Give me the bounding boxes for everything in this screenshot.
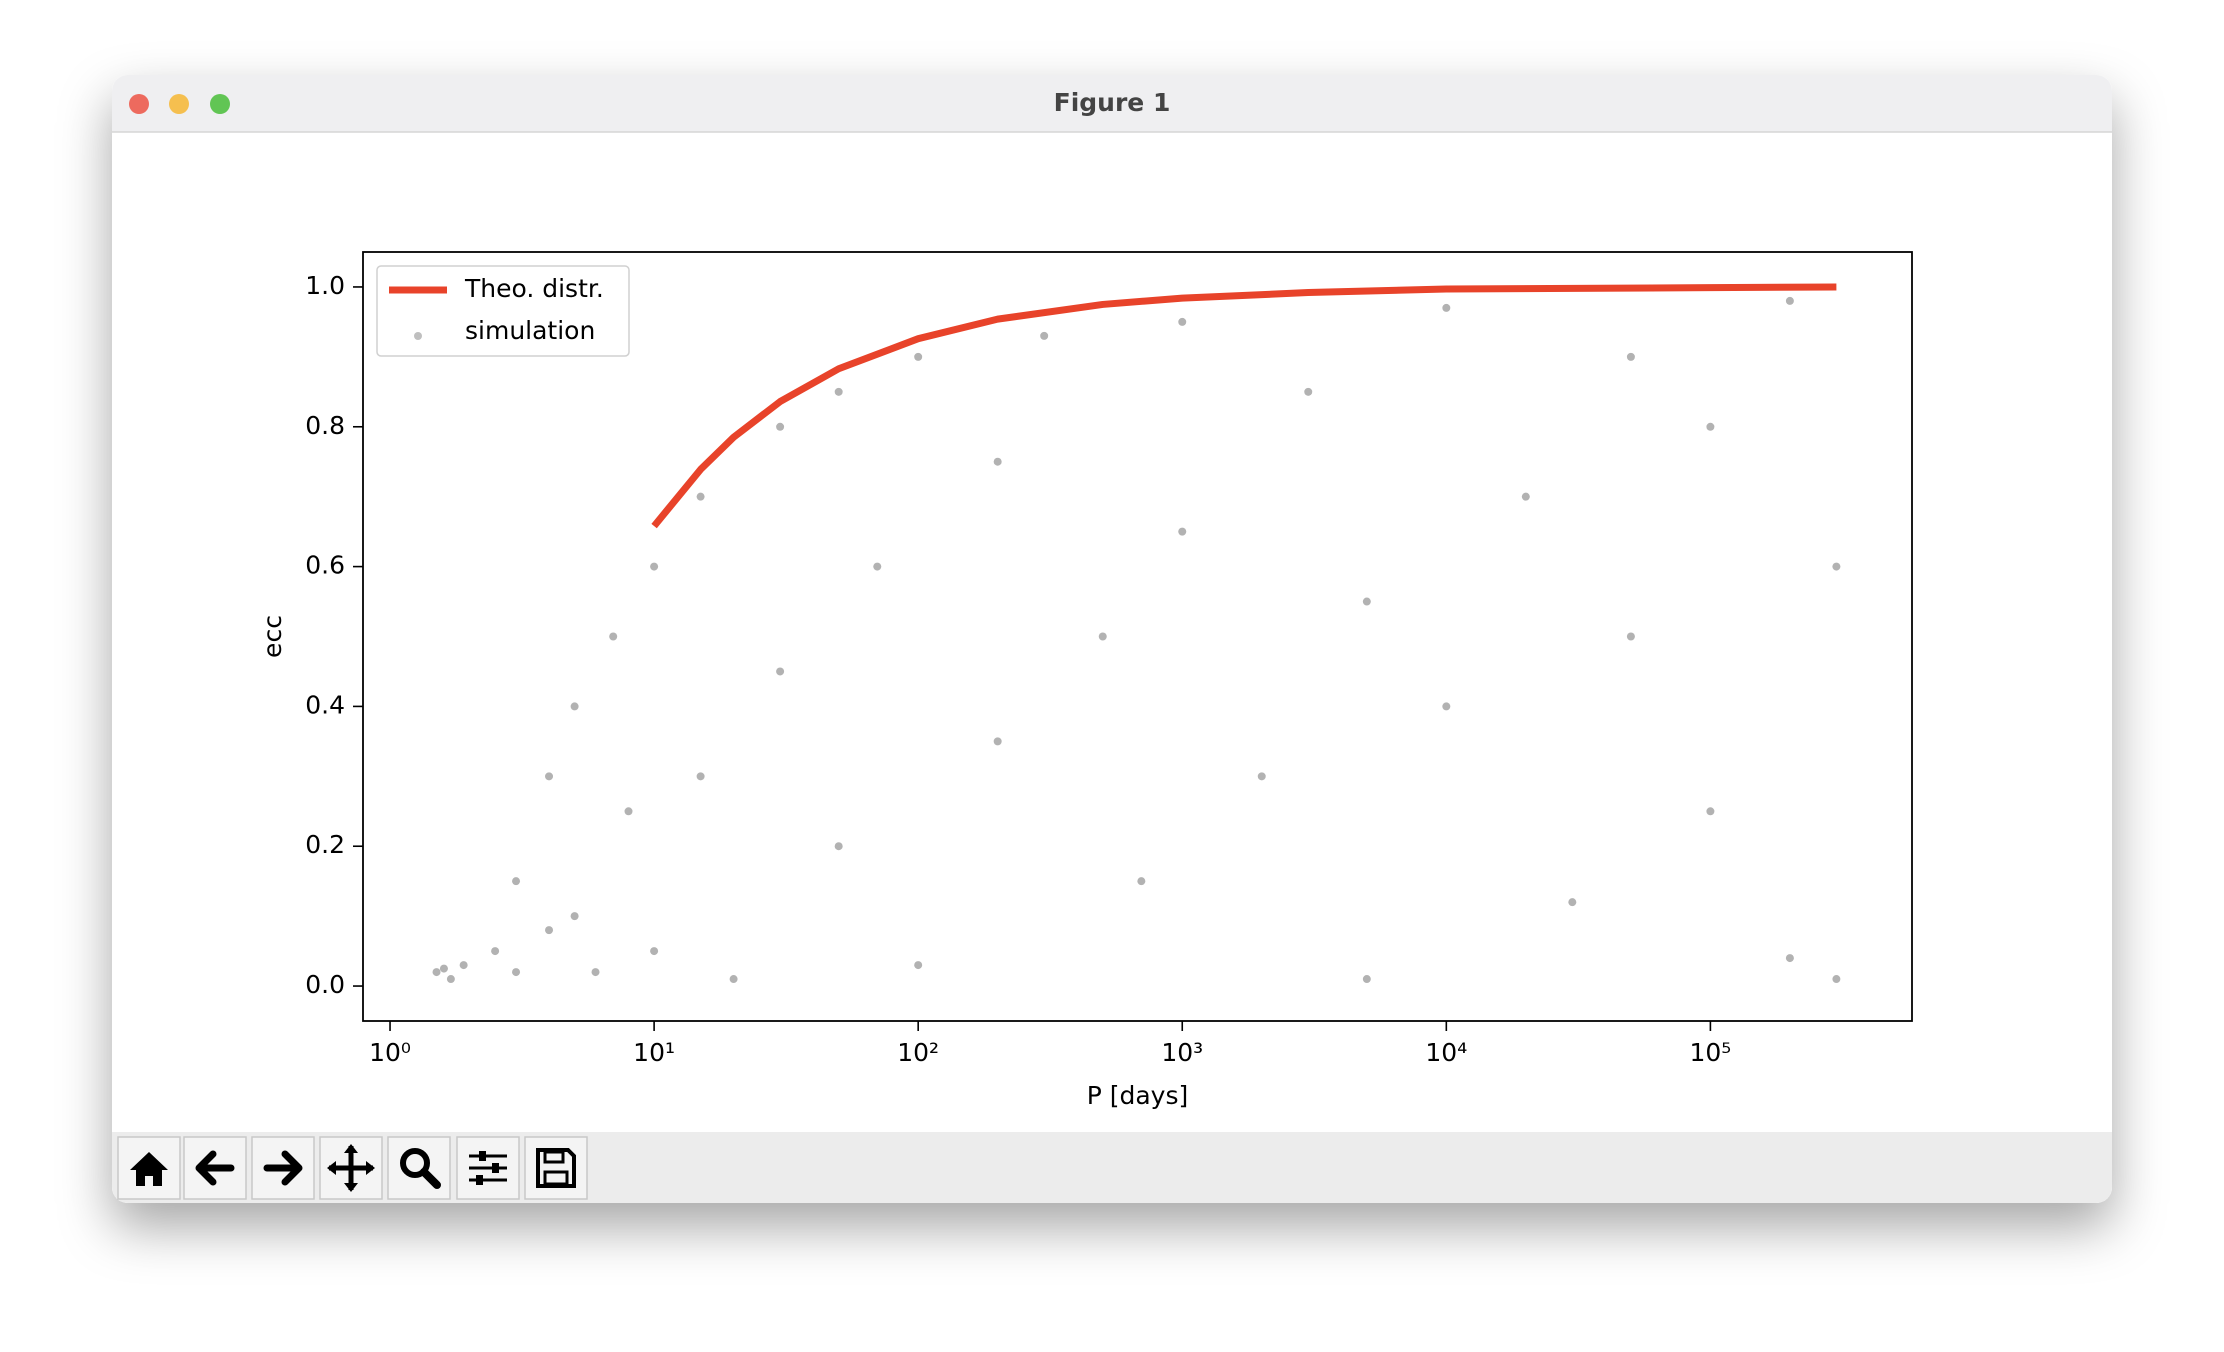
x-tick-label: 10⁰ — [369, 1038, 411, 1067]
scatter-point — [696, 772, 705, 781]
configure-button[interactable] — [456, 1136, 520, 1200]
scatter-point — [914, 961, 923, 970]
y-tick-label: 0.0 — [305, 970, 345, 999]
scatter-point — [545, 926, 554, 935]
pan-button[interactable] — [319, 1136, 383, 1200]
close-button[interactable] — [129, 94, 149, 114]
toolbar-buttons — [117, 1136, 588, 1200]
plot-area: 10⁰ 10¹ 10² 10³ 10⁴ 10⁵ 0.0 0.2 0.4 0.6 0.8 1.0 P [d… — [258, 251, 1913, 1110]
x-tick-label: 10³ — [1161, 1038, 1203, 1067]
scatter-point — [1442, 303, 1451, 312]
legend-label: simulation — [465, 316, 595, 345]
window-title: Figure 1 — [1054, 88, 1171, 117]
scatter-point — [834, 387, 843, 396]
scatter-point — [1785, 954, 1794, 963]
scatter-point — [1040, 331, 1049, 340]
scatter-point — [512, 968, 521, 977]
scatter-point — [776, 667, 785, 676]
scatter-point — [439, 964, 448, 973]
scatter-point — [729, 975, 738, 984]
scatter-point — [491, 947, 500, 956]
legend-label: Theo. distr. — [464, 274, 604, 303]
scatter-point — [1257, 772, 1266, 781]
home-button[interactable] — [117, 1136, 181, 1200]
scatter-point — [650, 947, 659, 956]
minimize-button[interactable] — [169, 94, 189, 114]
scatter-point — [1706, 807, 1715, 816]
scatter-point — [1626, 632, 1635, 641]
y-tick-label: 0.6 — [305, 551, 345, 580]
scatter-point — [650, 562, 659, 571]
scatter-point — [1832, 975, 1841, 984]
save-button[interactable] — [524, 1136, 588, 1200]
scatter-point — [1098, 632, 1107, 641]
scatter-point — [1626, 352, 1635, 361]
scatter-point — [1521, 492, 1530, 501]
scatter-point — [1178, 317, 1187, 326]
y-tick-label: 0.2 — [305, 830, 345, 859]
scatter-point — [512, 877, 521, 886]
scatter-point — [545, 772, 554, 781]
data-layer — [432, 283, 1841, 984]
y-tick-label: 0.4 — [305, 690, 345, 719]
scatter-point — [1362, 975, 1371, 984]
legend-marker — [414, 332, 422, 340]
zoom-rect-button[interactable] — [387, 1136, 451, 1200]
scatter-point — [591, 968, 600, 977]
scatter-point — [1568, 898, 1577, 907]
scatter-point — [570, 702, 579, 711]
x-tick-label: 10⁵ — [1689, 1038, 1731, 1067]
x-tick-label: 10¹ — [633, 1038, 675, 1067]
x-axis-label: P [days] — [1087, 1081, 1189, 1110]
y-tick-label: 0.8 — [305, 411, 345, 440]
forward-button[interactable] — [251, 1136, 315, 1200]
scatter-point — [993, 457, 1002, 466]
scatter-point — [1832, 562, 1841, 571]
scatter-point — [834, 842, 843, 851]
zoom-button[interactable] — [210, 94, 230, 114]
toolbar — [112, 1132, 2112, 1203]
theory-line — [651, 283, 1837, 529]
scatter-point — [1362, 597, 1371, 606]
scatter-point — [459, 961, 468, 970]
y-tick-label: 1.0 — [305, 271, 345, 300]
x-tick-label: 10² — [897, 1038, 939, 1067]
axes-frame — [362, 251, 1913, 1022]
scatter-point — [1442, 702, 1451, 711]
scatter-point — [776, 422, 785, 431]
scatter-point — [1706, 422, 1715, 431]
scatter-point — [1137, 877, 1146, 886]
y-axis-label: ecc — [258, 615, 287, 658]
scatter-point — [432, 968, 441, 977]
back-button[interactable] — [183, 1136, 247, 1200]
scatter-point — [1178, 527, 1187, 536]
scatter-point — [873, 562, 882, 571]
scatter-point — [1304, 387, 1313, 396]
plot-background — [363, 252, 1912, 1021]
scatter-point — [914, 352, 923, 361]
scatter-point — [446, 975, 455, 984]
scatter-point — [1785, 296, 1794, 305]
scatter-point — [570, 912, 579, 921]
scatter-point — [696, 492, 705, 501]
scatter-point — [624, 807, 633, 816]
title-bar — [112, 75, 2112, 132]
x-tick-label: 10⁴ — [1425, 1038, 1467, 1067]
scatter-point — [993, 737, 1002, 746]
scatter-point — [609, 632, 618, 641]
